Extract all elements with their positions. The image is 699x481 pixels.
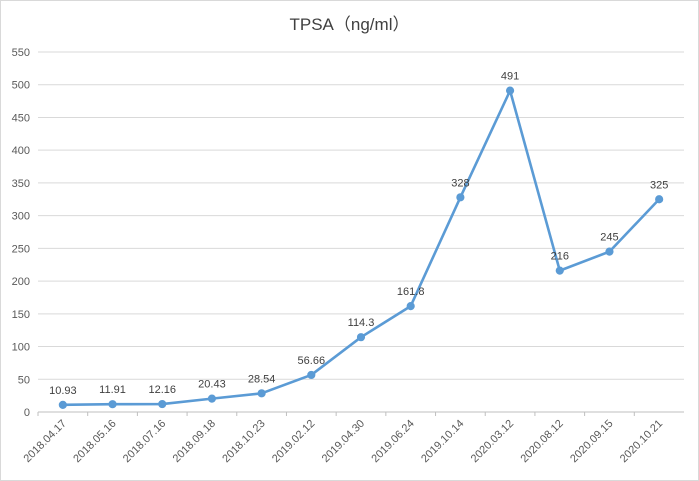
data-point — [605, 247, 614, 256]
data-point — [456, 193, 465, 202]
x-tick-label: 2018.07.16 — [121, 418, 168, 465]
x-tick-label: 2020.03.12 — [469, 418, 516, 465]
y-axis-ticks: 0 50 100 150 200 250 300 350 400 450 500 550 — [12, 47, 30, 419]
x-tick-label: 2020.08.12 — [518, 418, 565, 465]
y-tick-label: 100 — [12, 342, 30, 354]
x-tick-label: 2018.10.23 — [220, 418, 267, 465]
y-tick-label: 0 — [24, 407, 30, 419]
data-point — [158, 399, 167, 409]
data-point — [356, 333, 366, 342]
y-tick-label: 300 — [12, 211, 30, 223]
x-tick-label: 2018.04.17 — [22, 418, 69, 465]
data-label: 12.16 — [148, 384, 176, 396]
chart-title: TPSA（ng/ml） — [289, 15, 410, 34]
x-tick-label: 2018.09.18 — [171, 418, 218, 465]
data-label: 56.66 — [298, 355, 326, 367]
data-point — [307, 370, 316, 380]
x-tick-label: 2019.06.24 — [369, 418, 416, 465]
data-label: 325 — [650, 179, 668, 191]
y-tick-label: 250 — [12, 243, 30, 255]
gridlines — [38, 51, 684, 413]
y-tick-label: 400 — [12, 145, 30, 157]
x-tick-label: 2018.05.16 — [71, 418, 118, 465]
x-tick-label: 2019.10.14 — [419, 418, 466, 465]
data-point — [505, 86, 515, 95]
data-label: 20.43 — [198, 379, 226, 391]
data-point — [58, 400, 67, 409]
data-point — [257, 389, 266, 398]
data-label: 328 — [451, 177, 469, 189]
data-point — [555, 266, 564, 275]
data-point — [207, 394, 217, 403]
data-label: 491 — [501, 71, 519, 83]
y-tick-label: 500 — [12, 80, 30, 92]
data-point — [655, 195, 664, 204]
data-label: 245 — [600, 232, 618, 244]
data-point — [406, 301, 415, 311]
y-tick-label: 200 — [12, 276, 30, 288]
series-layer: 10.93 11.91 12.16 20.43 28.54 56.66 114.3 161.8… — [49, 71, 668, 409]
y-tick-label: 150 — [12, 309, 30, 321]
data-label: 28.54 — [248, 373, 276, 385]
data-label: 161.8 — [397, 286, 425, 298]
y-tick-label: 350 — [12, 178, 30, 190]
x-tick-label: 2020.10.21 — [618, 418, 665, 465]
data-label: 114.3 — [348, 317, 375, 329]
x-axis-ticks: 2018.04.17 2018.05.16 2018.07.16 2018.09.18… — [22, 412, 665, 465]
data-label: 216 — [551, 251, 569, 263]
x-tick-label: 2019.02.12 — [270, 418, 317, 465]
y-tick-label: 450 — [12, 112, 30, 124]
data-label: 10.93 — [49, 385, 77, 397]
data-label: 11.91 — [99, 384, 126, 396]
x-tick-label: 2019.04.30 — [320, 418, 367, 465]
x-tick-label: 2020.09.15 — [568, 418, 615, 465]
y-tick-label: 550 — [12, 47, 30, 59]
series-line — [62, 89, 661, 407]
data-point — [108, 400, 117, 409]
y-tick-label: 50 — [18, 374, 30, 386]
